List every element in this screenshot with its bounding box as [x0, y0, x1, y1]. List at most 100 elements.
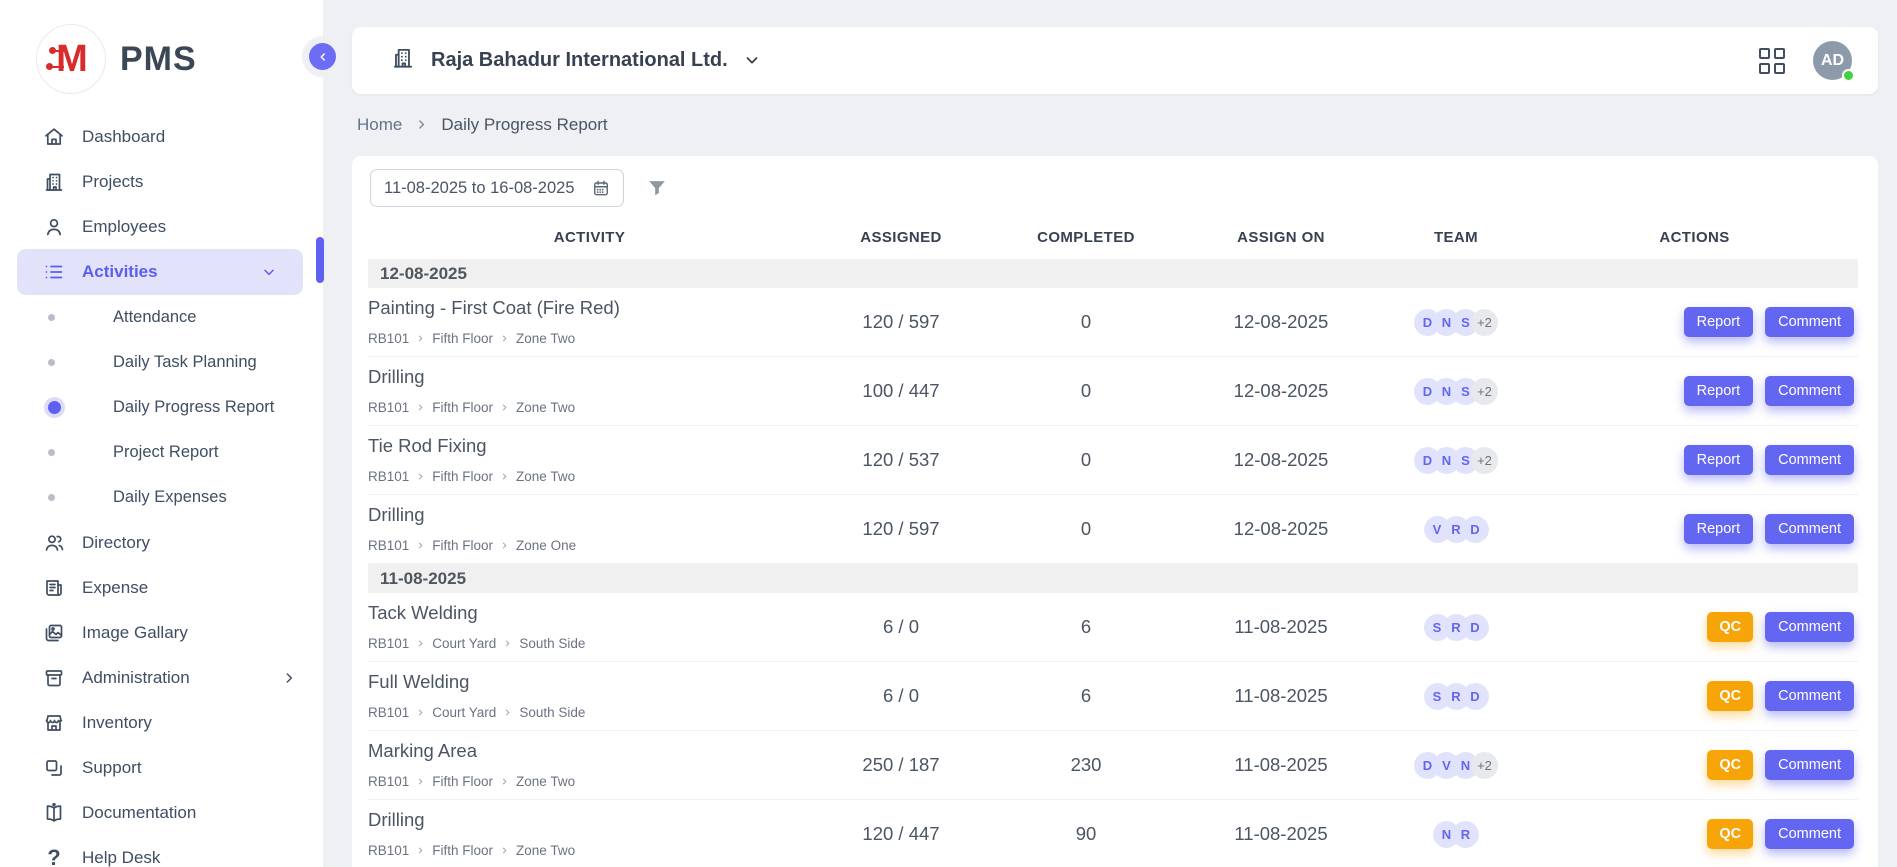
comment-button[interactable]: Comment: [1765, 445, 1854, 475]
filter-funnel-icon[interactable]: [646, 177, 668, 199]
date-group-header: 12-08-2025: [368, 259, 1858, 288]
sidebar-item-help-desk[interactable]: ? Help Desk: [0, 835, 323, 867]
path-segment: RB101: [368, 331, 409, 346]
breadcrumb-home-link[interactable]: Home: [357, 115, 402, 135]
team-cell: DVN+2: [1381, 752, 1531, 779]
chevron-down-icon: [743, 47, 761, 74]
completed-cell: 0: [991, 518, 1181, 540]
sidebar-item-project-report[interactable]: Project Report: [0, 430, 323, 475]
sidebar-item-support[interactable]: Support: [0, 745, 323, 790]
home-icon: [42, 125, 66, 149]
actions-cell: Report Comment: [1531, 376, 1858, 406]
sidebar-item-daily-progress-report[interactable]: Daily Progress Report: [0, 385, 323, 430]
assign-on-cell: 12-08-2025: [1181, 449, 1381, 471]
chevron-right-icon: [416, 538, 425, 553]
actions-cell: QC Comment: [1531, 819, 1858, 849]
path-segment: Zone Two: [516, 331, 575, 346]
progress-report-table: Activity Assigned Completed Assign On Te…: [368, 215, 1858, 867]
path-segment: Court Yard: [432, 705, 496, 720]
comment-button[interactable]: Comment: [1765, 514, 1854, 544]
user-avatar[interactable]: AD: [1813, 41, 1852, 80]
date-range-input[interactable]: 11-08-2025 to 16-08-2025: [370, 169, 624, 207]
sidebar-item-inventory[interactable]: Inventory: [0, 700, 323, 745]
assigned-cell: 120 / 597: [811, 311, 991, 333]
chevron-right-icon: [500, 469, 509, 484]
column-header-assign-on: Assign On: [1181, 229, 1381, 246]
sidebar-item-image-gallery[interactable]: Image Gallary: [0, 610, 323, 655]
column-header-completed: Completed: [991, 229, 1181, 246]
completed-cell: 90: [991, 823, 1181, 845]
assign-on-cell: 11-08-2025: [1181, 616, 1381, 638]
path-segment: RB101: [368, 469, 409, 484]
team-cell: VRD: [1381, 516, 1531, 543]
table-row: Full WeldingRB101Court YardSouth Side6 /…: [368, 662, 1858, 731]
assigned-cell: 120 / 447: [811, 823, 991, 845]
qc-button[interactable]: QC: [1707, 612, 1753, 642]
comment-button[interactable]: Comment: [1765, 819, 1854, 849]
report-button[interactable]: Report: [1684, 445, 1754, 475]
sidebar-item-attendance[interactable]: Attendance: [0, 295, 323, 340]
path-segment: Fifth Floor: [432, 400, 493, 415]
actions-cell: Report Comment: [1531, 445, 1858, 475]
column-header-assigned: Assigned: [811, 229, 991, 246]
comment-button[interactable]: Comment: [1765, 376, 1854, 406]
bullet-icon: [48, 449, 55, 456]
report-button[interactable]: Report: [1684, 514, 1754, 544]
sidebar-item-directory[interactable]: Directory: [0, 520, 323, 565]
archive-box-icon: [42, 666, 66, 690]
path-segment: RB101: [368, 538, 409, 553]
report-button[interactable]: Report: [1684, 376, 1754, 406]
sidebar-item-dashboard[interactable]: Dashboard: [0, 114, 323, 159]
sidebar-item-documentation[interactable]: Documentation: [0, 790, 323, 835]
sidebar-item-daily-expenses[interactable]: Daily Expenses: [0, 475, 323, 520]
table-row: DrillingRB101Fifth FloorZone Two120 / 44…: [368, 800, 1858, 867]
question-mark-icon: ?: [42, 846, 66, 867]
main-area: Raja Bahadur International Ltd. AD Home: [323, 0, 1897, 867]
apps-grid-icon[interactable]: [1759, 48, 1785, 74]
team-cell: DNS+2: [1381, 378, 1531, 405]
completed-cell: 230: [991, 754, 1181, 776]
chevron-right-icon: [500, 331, 509, 346]
team-overflow-badge: +2: [1471, 309, 1498, 336]
assign-on-cell: 12-08-2025: [1181, 311, 1381, 333]
chevron-left-icon: [317, 51, 329, 63]
chevron-right-icon: [500, 774, 509, 789]
actions-cell: QC Comment: [1531, 681, 1858, 711]
qc-button[interactable]: QC: [1707, 750, 1753, 780]
qc-button[interactable]: QC: [1707, 681, 1753, 711]
sidebar-item-daily-task-planning[interactable]: Daily Task Planning: [0, 340, 323, 385]
storefront-icon: [42, 711, 66, 735]
comment-button[interactable]: Comment: [1765, 681, 1854, 711]
sidebar-collapse-button[interactable]: [309, 43, 336, 70]
chevron-right-icon: [416, 331, 425, 346]
report-button[interactable]: Report: [1684, 307, 1754, 337]
comment-button[interactable]: Comment: [1765, 750, 1854, 780]
sidebar-item-expense[interactable]: Expense: [0, 565, 323, 610]
column-header-team: Team: [1381, 229, 1531, 246]
qc-button[interactable]: QC: [1707, 819, 1753, 849]
assign-on-cell: 11-08-2025: [1181, 754, 1381, 776]
company-selector[interactable]: Raja Bahadur International Ltd.: [390, 45, 761, 76]
assigned-cell: 120 / 537: [811, 449, 991, 471]
filter-row: 11-08-2025 to 16-08-2025: [368, 169, 1858, 207]
team-member-badge: D: [1462, 516, 1489, 543]
comment-button[interactable]: Comment: [1765, 307, 1854, 337]
assign-on-cell: 12-08-2025: [1181, 380, 1381, 402]
assigned-cell: 250 / 187: [811, 754, 991, 776]
chevron-right-icon: [416, 400, 425, 415]
team-member-badge: R: [1452, 821, 1479, 848]
app-root: M PMS Dashboard Projects Emplo: [0, 0, 1897, 867]
team-cell: NR: [1381, 821, 1531, 848]
path-segment: Fifth Floor: [432, 469, 493, 484]
path-segment: Zone Two: [516, 469, 575, 484]
sidebar-item-administration[interactable]: Administration: [0, 655, 323, 700]
bullet-icon: [48, 359, 55, 366]
sidebar-item-employees[interactable]: Employees: [0, 204, 323, 249]
topbar-actions: AD: [1759, 41, 1852, 80]
comment-button[interactable]: Comment: [1765, 612, 1854, 642]
activity-path: RB101Court YardSouth Side: [368, 705, 811, 720]
activity-cell: Full WeldingRB101Court YardSouth Side: [368, 662, 811, 730]
column-header-activity: Activity: [368, 229, 811, 246]
sidebar-item-activities[interactable]: Activities: [17, 249, 303, 295]
sidebar-item-projects[interactable]: Projects: [0, 159, 323, 204]
